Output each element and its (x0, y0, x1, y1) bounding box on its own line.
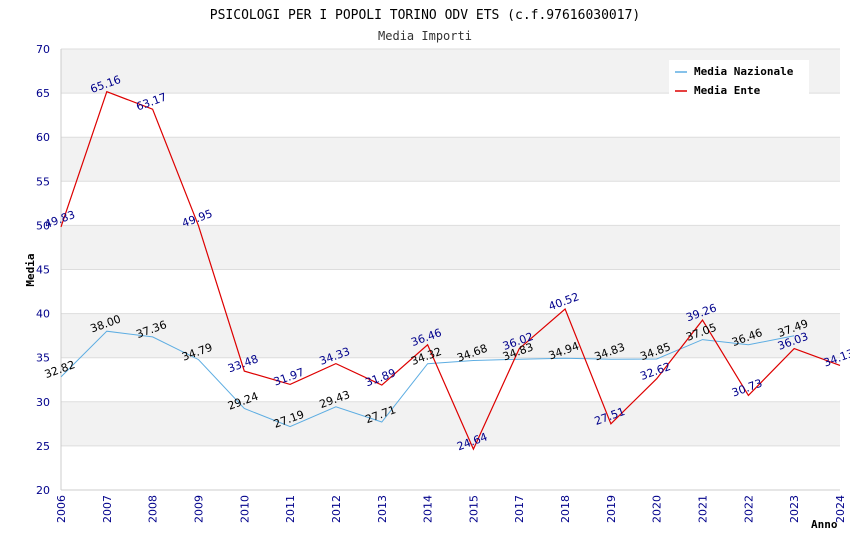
series-line-media-ente (60, 90, 841, 451)
y-tick-label: 65 (36, 87, 50, 100)
grid-band (61, 225, 840, 270)
y-tick-label: 55 (36, 175, 50, 188)
y-tick-label: 60 (36, 131, 50, 144)
x-tick-label: 2023 (788, 495, 801, 523)
legend: Media Nazionale Media Ente (669, 60, 809, 100)
y-tick-label: 20 (36, 484, 50, 497)
y-tick-label: 70 (36, 43, 50, 56)
x-tick-label: 2014 (422, 495, 435, 523)
series-line-media-nazionale (60, 330, 795, 428)
x-axis-label: Anno (811, 518, 838, 531)
x-tick-label: 2020 (651, 495, 664, 523)
x-tick-label: 2021 (697, 495, 710, 523)
grid-band (61, 313, 840, 358)
chart-title: PSICOLOGI PER I POPOLI TORINO ODV ETS (c… (210, 8, 640, 23)
x-tick-label: 2012 (330, 495, 343, 523)
grid-band (61, 445, 840, 490)
y-tick-label: 25 (36, 440, 50, 453)
series-lines (60, 90, 841, 451)
x-tick-label: 2019 (605, 495, 618, 523)
x-tick-label: 2007 (101, 495, 114, 523)
grid-band (61, 137, 840, 182)
x-tick-label: 2009 (192, 495, 205, 523)
x-tick-label: 2022 (742, 495, 755, 523)
x-tick-label: 2011 (284, 495, 297, 523)
y-tick-label: 35 (36, 352, 50, 365)
grid-band (61, 181, 840, 226)
x-tick-label: 2008 (147, 495, 160, 523)
x-tick-label: 2010 (238, 495, 251, 523)
y-tick-label: 30 (36, 396, 50, 409)
x-tick-label: 2015 (467, 495, 480, 523)
grid-band (61, 357, 840, 402)
y-axis-label: Media (24, 253, 37, 286)
y-tick-label: 40 (36, 308, 50, 321)
grid-band (61, 269, 840, 314)
grid-bands (60, 48, 840, 491)
x-tick-label: 2017 (513, 495, 526, 523)
grid-band (61, 93, 840, 138)
x-axis-ticks: 2006 2007 2008 2009 2010 2011 2012 2013 2014 2015… (55, 495, 847, 523)
legend-label-media-nazionale: Media Nazionale (694, 65, 794, 78)
y-tick-label: 50 (36, 219, 50, 232)
y-axis-ticks: 20 25 30 35 40 45 50 55 60 65 70 (36, 43, 50, 497)
x-tick-label: 2024 (834, 495, 847, 523)
x-tick-label: 2013 (376, 495, 389, 523)
y-tick-label: 45 (36, 264, 50, 277)
legend-label-media-ente: Media Ente (694, 84, 761, 97)
x-tick-label: 2006 (55, 495, 68, 523)
grid-band (61, 401, 840, 446)
chart-subtitle: Media Importi (378, 29, 472, 43)
legend-box (669, 60, 809, 100)
x-tick-label: 2018 (559, 495, 572, 523)
